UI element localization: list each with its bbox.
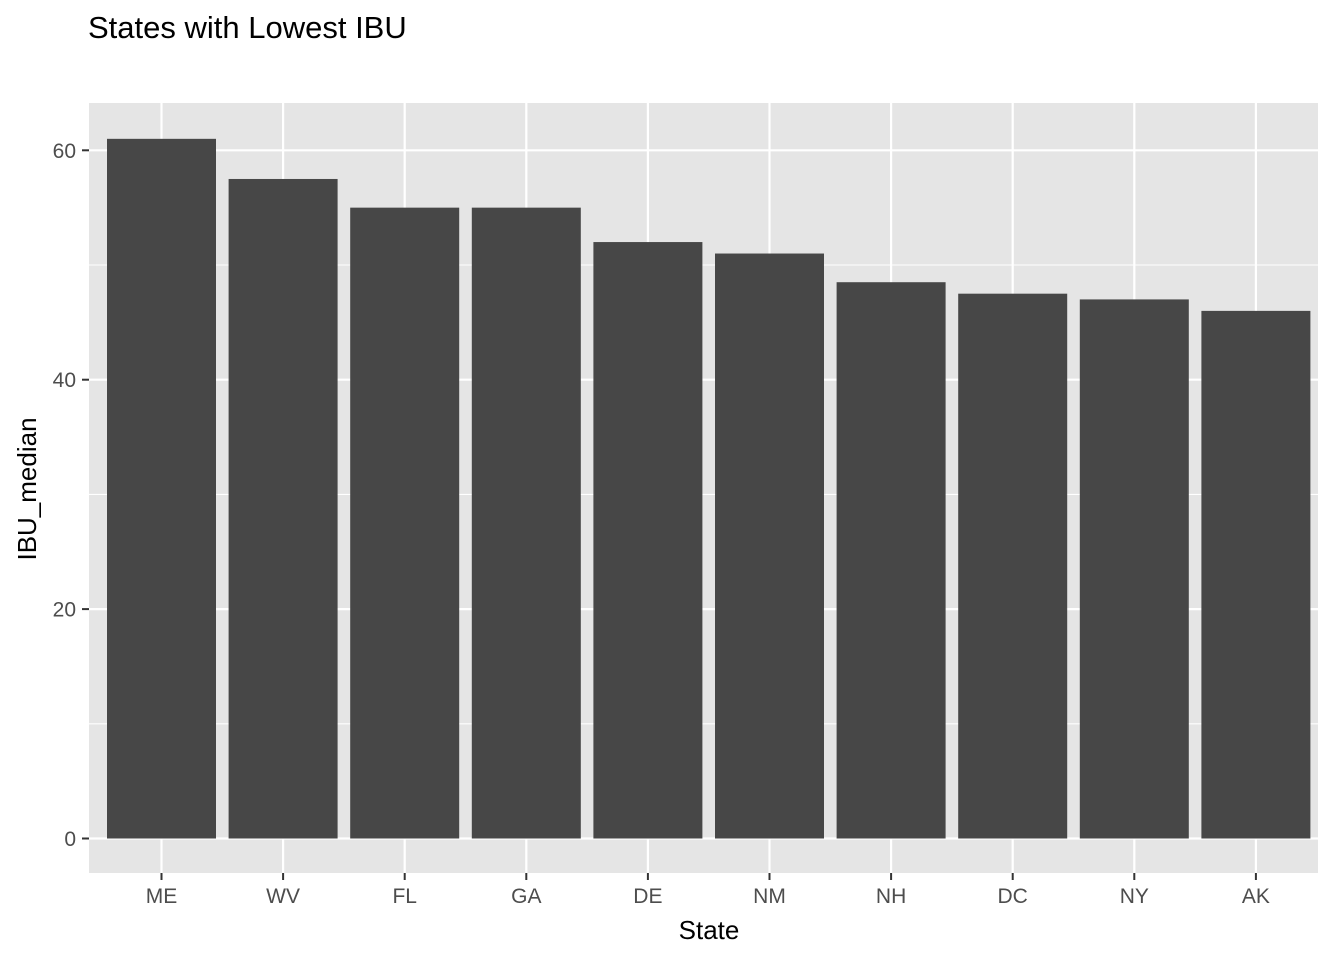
y-axis: 0 20 40 60 (53, 140, 89, 851)
bar-dc (958, 293, 1068, 839)
x-tick-label: DE (633, 885, 662, 908)
bar-nh (836, 282, 946, 839)
bar-wv (228, 178, 338, 839)
y-tick-label: 20 (53, 599, 76, 622)
y-tick-label: 40 (53, 369, 76, 392)
bar-ga (471, 207, 581, 839)
x-tick-label: AK (1242, 885, 1270, 908)
x-tick-label: DC (998, 885, 1028, 908)
x-axis-title: State (679, 915, 740, 945)
bar-fl (350, 207, 460, 839)
bar-ak (1201, 310, 1311, 839)
x-axis: ME WV FL GA DE NM NH DC NY AK (146, 873, 1270, 908)
x-tick-label: WV (266, 885, 300, 908)
bar-me (107, 138, 216, 839)
x-tick-label: NM (753, 885, 786, 908)
bar-ny (1079, 299, 1189, 839)
y-tick-label: 60 (53, 140, 76, 163)
chart-title: States with Lowest IBU (88, 10, 407, 45)
x-tick-label: NH (876, 885, 906, 908)
x-tick-label: ME (146, 885, 178, 908)
bar-de (593, 242, 703, 839)
x-tick-label: FL (392, 885, 417, 908)
x-tick-label: NY (1120, 885, 1149, 908)
y-axis-title: IBU_median (12, 417, 42, 560)
y-tick-label: 0 (64, 828, 76, 851)
bar-nm (715, 253, 824, 839)
x-tick-label: GA (511, 885, 541, 908)
bars (107, 138, 1311, 839)
